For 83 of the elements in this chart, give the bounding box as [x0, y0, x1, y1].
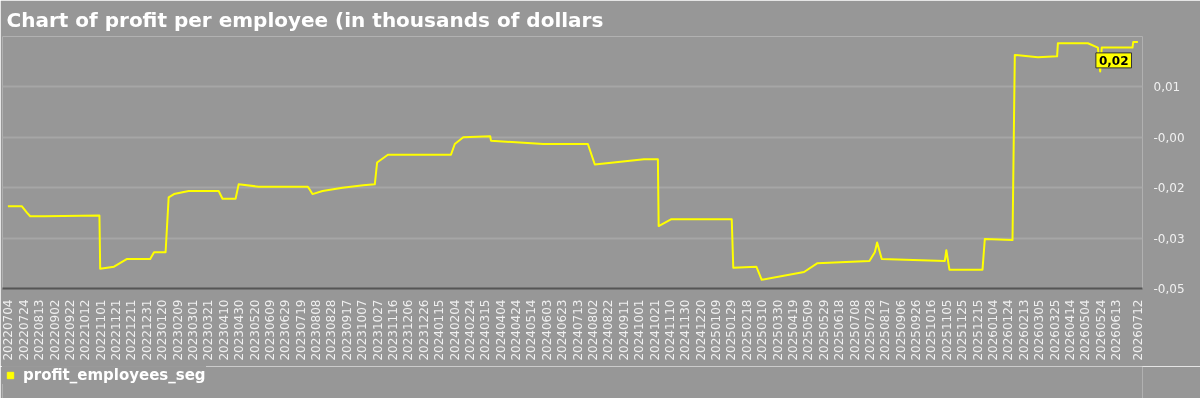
- x-tick-label: 20230301: [186, 299, 200, 361]
- x-tick-label: 20240404: [493, 299, 508, 361]
- x-tick-label: 20240224: [462, 299, 477, 361]
- x-tick-label: 20231226: [416, 299, 431, 361]
- x-tick-label: 20230430: [232, 299, 247, 361]
- x-tick-label: 20260213: [1016, 299, 1031, 361]
- x-tick-label: 20260104: [986, 299, 1000, 361]
- x-tick-label: 20230719: [293, 299, 308, 361]
- x-tick-label: 20250218: [739, 299, 754, 361]
- x-tick-label: 20240204: [447, 299, 462, 361]
- x-tick-label: 20260414: [1062, 299, 1077, 361]
- x-tick-label: 20240603: [539, 299, 554, 361]
- x-tick-label: 20221012: [78, 299, 93, 361]
- chart-title: Chart of profit per employee (in thousands of dollars: [6, 7, 604, 32]
- x-tick-label: 20220813: [32, 299, 47, 361]
- x-tick-label: 20241110: [662, 299, 677, 361]
- x-tick-label: 20250728: [862, 299, 877, 361]
- x-tick-label: 20240713: [570, 299, 585, 361]
- x-tick-label: 20250529: [816, 299, 831, 361]
- x-tick-label: 20240514: [524, 299, 539, 361]
- x-tick-label: 20220902: [47, 299, 62, 361]
- line-series: [6, 40, 1139, 281]
- x-tick-label: 20240822: [601, 299, 616, 361]
- x-tick-label: 20230828: [324, 299, 339, 361]
- x-tick-label: 20230321: [201, 299, 216, 361]
- x-tick-label: 20230520: [247, 299, 262, 361]
- x-tick-label: 20250129: [724, 299, 739, 361]
- x-tick-label: 20250906: [893, 299, 908, 361]
- x-tick-label: 20220922: [62, 299, 77, 361]
- y-tick-label: -0,03: [1153, 231, 1185, 246]
- x-tick-label: 20250330: [770, 299, 785, 361]
- x-tick-label: 20241001: [632, 299, 647, 361]
- x-tick-label: 20220704: [1, 299, 16, 361]
- x-tick-label: 20240802: [586, 299, 600, 361]
- x-tick-label: 20260504: [1078, 299, 1093, 361]
- y-tick-label: -0,05: [1153, 282, 1185, 296]
- x-tick-label: 20230917: [339, 299, 354, 361]
- x-tick-label: 20221231: [139, 299, 154, 361]
- x-tick-label: 20260524: [1093, 299, 1108, 361]
- x-tick-label: 20260305: [1032, 299, 1047, 361]
- x-tick-label: 20240315: [478, 299, 493, 361]
- x-tick-label: 20231206: [401, 299, 416, 361]
- x-tick-label: 20231007: [355, 299, 370, 361]
- x-tick-label: 20221101: [93, 299, 108, 361]
- x-tick-label: 20230808: [309, 299, 324, 361]
- x-tick-label: 20260712: [1131, 299, 1146, 361]
- x-tick-label: 20250419: [786, 299, 800, 361]
- y-tick-label: 0,01: [1153, 80, 1181, 95]
- x-tick-label: 20260613: [1109, 299, 1124, 361]
- x-tick-label: 20250109: [709, 299, 724, 361]
- x-tick-label: 20250708: [847, 299, 862, 361]
- x-tick-label: 20230410: [216, 299, 231, 361]
- x-tick-label: 20260325: [1047, 299, 1062, 361]
- legend-label: profit_employees_seg: [23, 366, 206, 384]
- x-tick-label: 20221121: [109, 299, 124, 361]
- x-tick-label: 20251215: [970, 299, 985, 361]
- x-tick-label: 20250509: [801, 299, 816, 361]
- x-tick-label: 20230609: [262, 299, 277, 361]
- x-tick-label: 20241220: [693, 299, 708, 361]
- annotation: 0,02: [1098, 53, 1129, 68]
- x-tick-label: 20230120: [155, 299, 170, 361]
- x-tick-label: 20251105: [939, 299, 954, 361]
- x-tick-label: 20231027: [370, 299, 385, 361]
- y-tick-label: -0,02: [1153, 181, 1185, 196]
- x-tick-label: 20241130: [678, 299, 693, 361]
- x-tick-label: 20230209: [170, 299, 185, 361]
- x-tick-label: 20230629: [278, 299, 293, 361]
- x-tick-label: 20231116: [386, 299, 400, 361]
- x-tick-label: 20250817: [878, 299, 893, 361]
- x-tick-label: 20251125: [955, 299, 970, 361]
- x-tick-label: 20250618: [832, 299, 847, 361]
- x-tick-label: 20251016: [924, 299, 939, 361]
- x-tick-label: 20250926: [909, 299, 924, 361]
- x-tick-label: 20240115: [432, 299, 447, 361]
- x-tick-label: 20240424: [509, 299, 524, 361]
- x-tick-label: 20240623: [555, 299, 570, 361]
- x-tick-label: 20260124: [1001, 299, 1016, 361]
- x-tick-label: 20221211: [124, 299, 139, 361]
- x-tick-label: 20220724: [16, 299, 31, 361]
- x-tick-label: 20250310: [755, 299, 770, 361]
- x-tick-label: 20241021: [647, 299, 662, 361]
- x-tick-label: 20240911: [616, 299, 631, 361]
- y-tick-label: -0,00: [1153, 130, 1185, 145]
